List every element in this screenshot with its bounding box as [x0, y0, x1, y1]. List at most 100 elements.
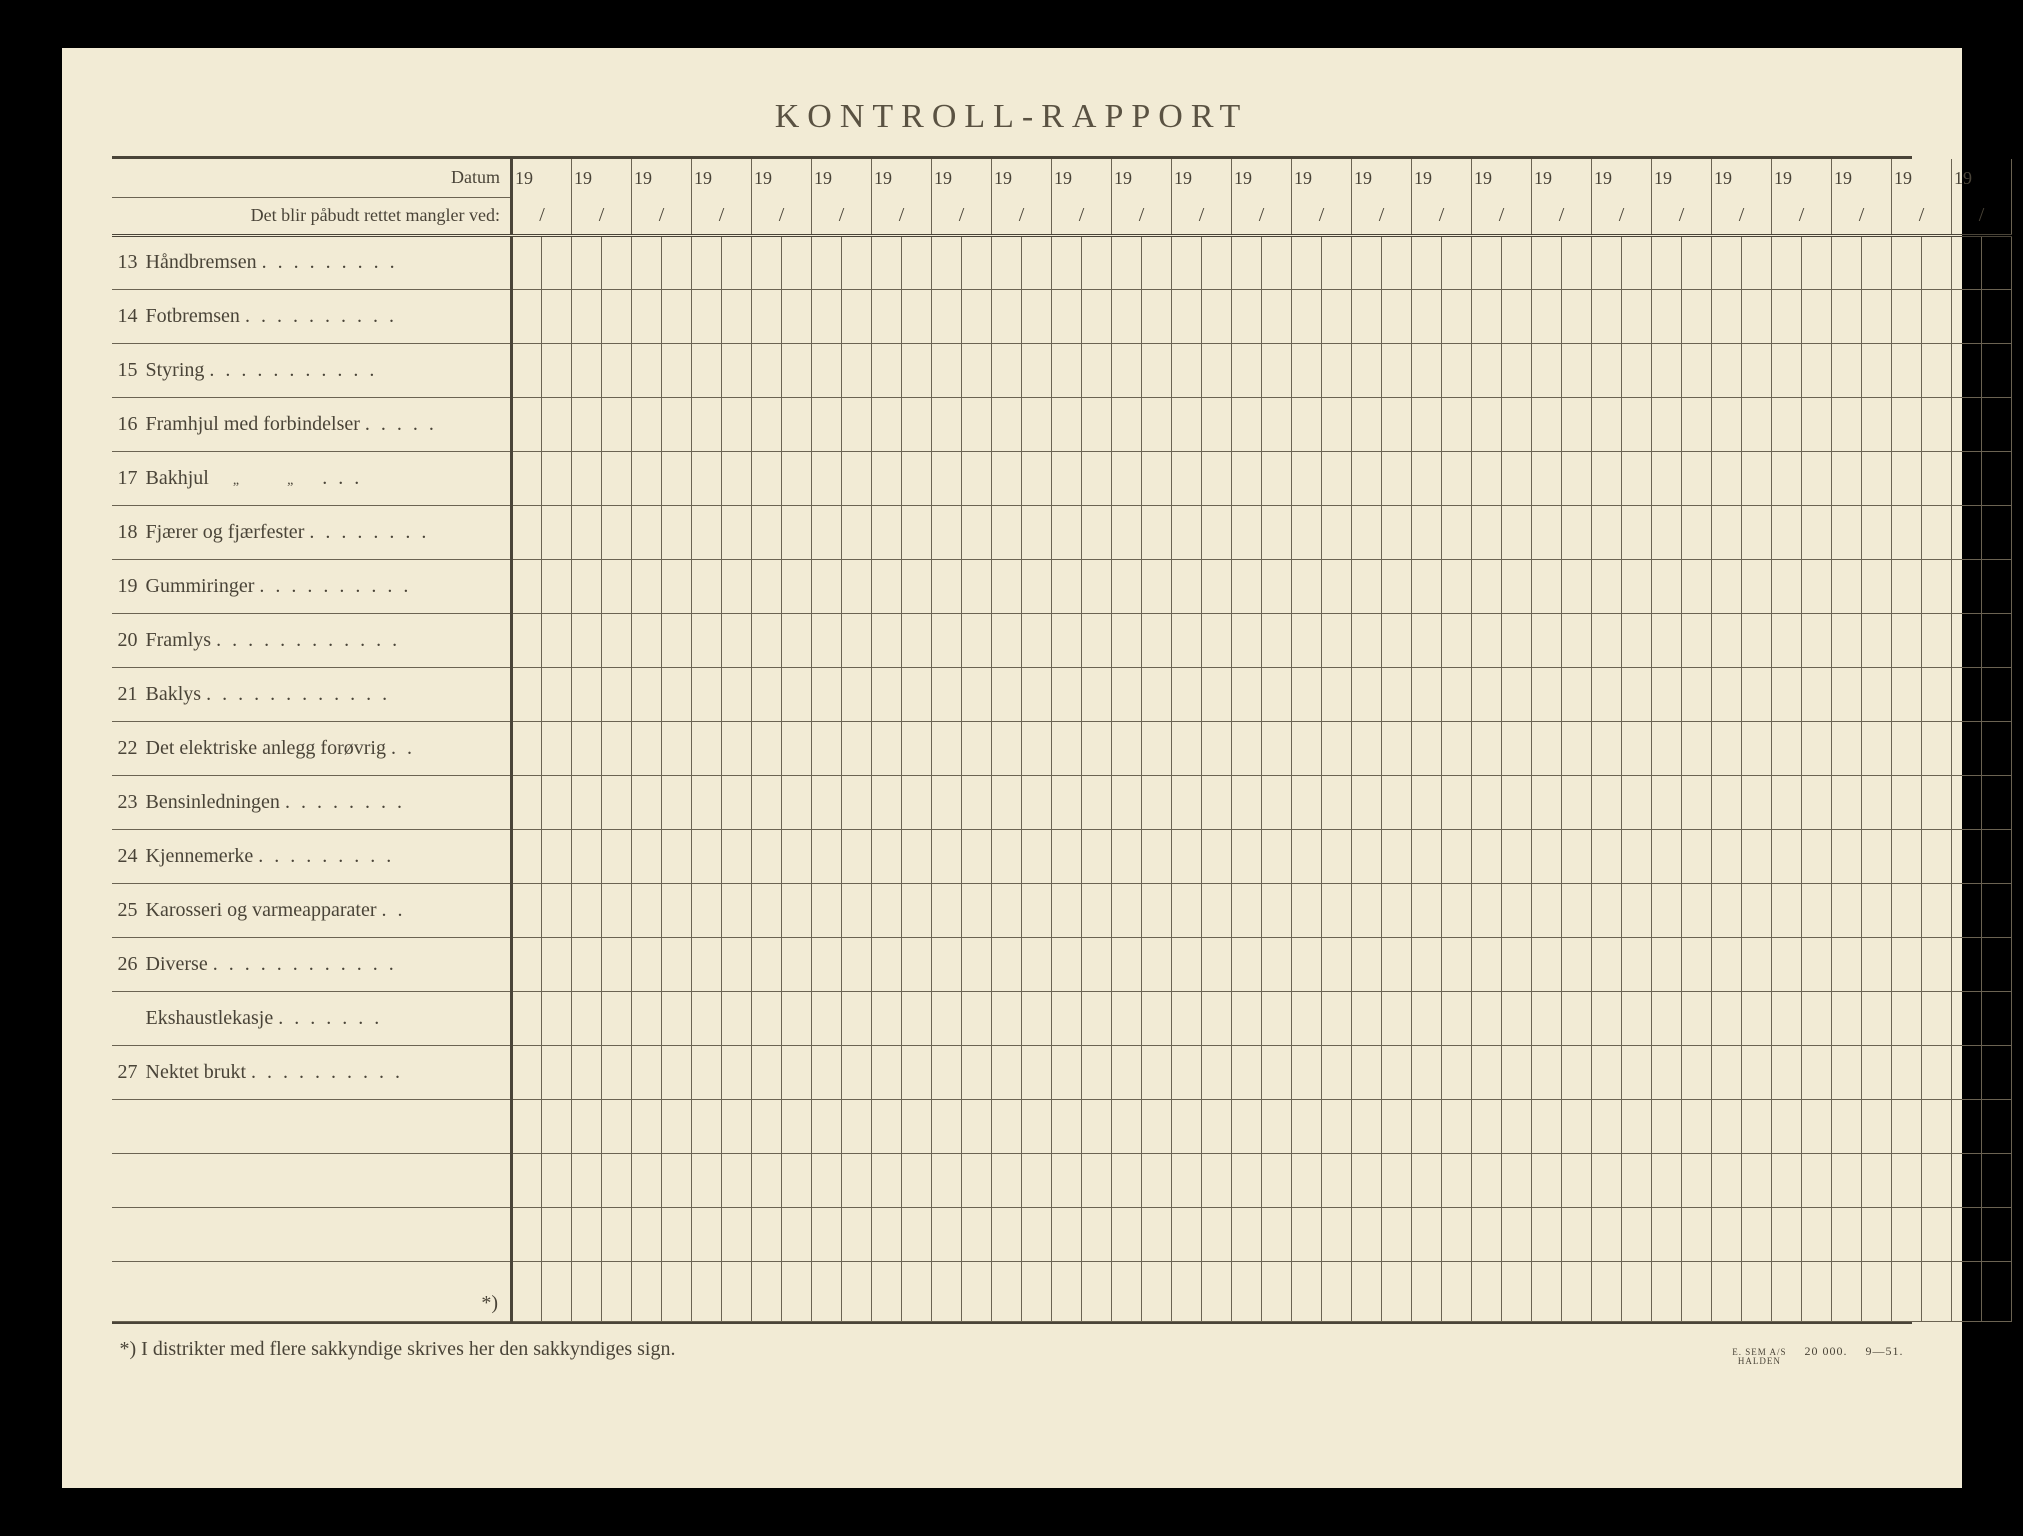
grid-cell — [602, 1153, 632, 1207]
grid-cell — [1592, 667, 1622, 721]
grid-cell — [1352, 937, 1382, 991]
grid-cell — [1382, 1099, 1412, 1153]
grid-cell — [1682, 883, 1712, 937]
grid-cell — [782, 1045, 812, 1099]
grid-cell — [1742, 505, 1772, 559]
grid-cell — [902, 667, 932, 721]
grid-cell — [782, 1099, 812, 1153]
grid-cell — [1952, 667, 1982, 721]
grid-cell — [1862, 397, 1892, 451]
grid-cell — [1112, 937, 1142, 991]
grid-cell — [1322, 1153, 1352, 1207]
grid-cell — [962, 667, 992, 721]
grid-cell — [1862, 559, 1892, 613]
grid-cell — [812, 1207, 842, 1261]
grid-cell — [932, 1045, 962, 1099]
grid-cell — [752, 1045, 782, 1099]
grid-cell — [1082, 235, 1112, 289]
grid-cell — [1682, 559, 1712, 613]
grid-cell — [1202, 1099, 1232, 1153]
grid-cell — [902, 1261, 932, 1321]
grid-cell — [722, 397, 752, 451]
grid-cell — [1352, 343, 1382, 397]
grid-cell — [1952, 1261, 1982, 1321]
grid-cell — [1802, 343, 1832, 397]
grid-cell — [1112, 1153, 1142, 1207]
grid-cell — [1472, 1153, 1502, 1207]
grid-cell — [722, 883, 752, 937]
grid-cell — [632, 721, 662, 775]
grid-cell — [1562, 667, 1592, 721]
grid-cell — [752, 937, 782, 991]
grid-cell — [1022, 451, 1052, 505]
grid-cell — [1292, 1261, 1322, 1321]
grid-cell — [1682, 937, 1712, 991]
year-cell: 19 — [512, 159, 572, 197]
grid-cell — [1502, 1207, 1532, 1261]
grid-cell — [1382, 991, 1412, 1045]
grid-cell — [1802, 451, 1832, 505]
grid-cell — [1802, 775, 1832, 829]
grid-cell — [1832, 883, 1862, 937]
year-cell: 19 — [632, 159, 692, 197]
grid-cell — [1112, 235, 1142, 289]
grid-cell — [542, 559, 572, 613]
grid-cell — [842, 451, 872, 505]
grid-cell — [902, 1099, 932, 1153]
grid-cell — [1532, 721, 1562, 775]
year-cell: 19 — [1532, 159, 1592, 197]
grid-cell — [1892, 1099, 1922, 1153]
grid-cell — [812, 667, 842, 721]
grid-cell — [1382, 559, 1412, 613]
grid-cell — [1532, 937, 1562, 991]
grid-cell — [1682, 397, 1712, 451]
grid-cell — [1352, 1099, 1382, 1153]
grid-cell — [1142, 289, 1172, 343]
grid-cell — [1142, 721, 1172, 775]
grid-cell — [1052, 235, 1082, 289]
grid-cell — [1532, 775, 1562, 829]
grid-cell — [1052, 667, 1082, 721]
grid-cell — [1802, 289, 1832, 343]
year-cell: 19 — [1352, 159, 1412, 197]
grid-cell — [1022, 775, 1052, 829]
grid-cell — [512, 289, 542, 343]
grid-cell — [1652, 667, 1682, 721]
year-cell: 19 — [872, 159, 932, 197]
grid-cell — [1442, 559, 1472, 613]
grid-cell — [1862, 1099, 1892, 1153]
grid-cell — [1742, 1261, 1772, 1321]
grid-cell — [512, 613, 542, 667]
grid-cell — [1562, 721, 1592, 775]
grid-cell — [1082, 1153, 1112, 1207]
grid-cell — [1562, 829, 1592, 883]
grid-cell — [1142, 505, 1172, 559]
grid-cell — [1472, 613, 1502, 667]
grid-cell — [1922, 775, 1952, 829]
grid-cell — [782, 721, 812, 775]
grid-cell — [1862, 613, 1892, 667]
grid-cell — [1562, 343, 1592, 397]
grid-cell — [1802, 1099, 1832, 1153]
grid-cell — [662, 991, 692, 1045]
report-table-container: Datum19191919191919191919191919191919191… — [112, 156, 1912, 1324]
grid-cell — [782, 991, 812, 1045]
grid-cell — [1652, 1045, 1682, 1099]
grid-cell — [1322, 991, 1352, 1045]
grid-cell — [1412, 1261, 1442, 1321]
grid-cell — [1562, 1153, 1592, 1207]
grid-cell — [992, 1261, 1022, 1321]
grid-cell — [842, 289, 872, 343]
grid-cell — [1172, 775, 1202, 829]
grid-cell — [542, 1099, 572, 1153]
grid-cell — [1082, 451, 1112, 505]
printer-info: E. SEM A/S HALDEN 20 000. 9—51. — [1732, 1344, 1903, 1366]
grid-cell — [962, 937, 992, 991]
grid-cell — [1412, 667, 1442, 721]
grid-cell — [1772, 613, 1802, 667]
grid-cell — [1922, 1261, 1952, 1321]
slash-cell: / — [1892, 197, 1952, 235]
grid-cell — [572, 397, 602, 451]
grid-cell — [1742, 667, 1772, 721]
grid-cell — [1772, 397, 1802, 451]
